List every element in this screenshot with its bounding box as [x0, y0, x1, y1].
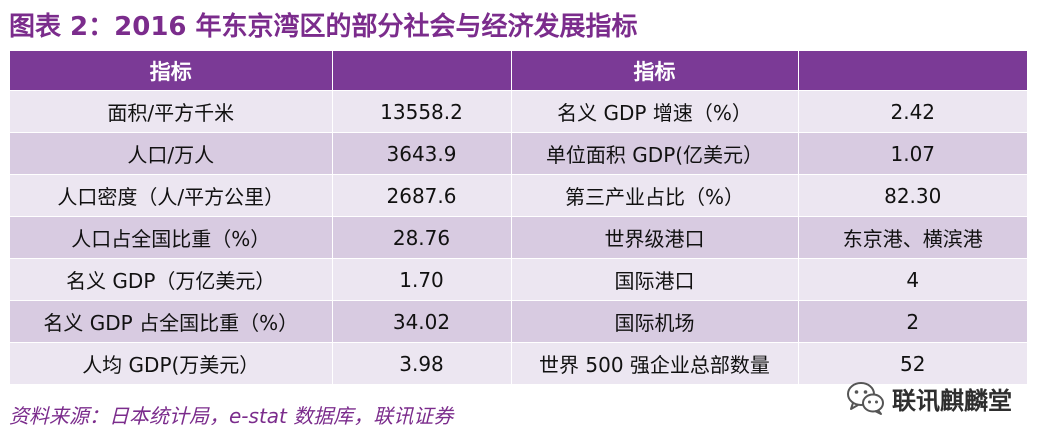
header-indicator-left: 指标 — [10, 51, 333, 91]
indicator-table: 指标 指标 面积/平方千米 13558.2 名义 GDP 增速（%） 2.42 … — [10, 51, 1027, 385]
value-cell: 2 — [798, 300, 1027, 343]
indicator-cell: 人口占全国比重（%） — [10, 216, 333, 259]
figure-title: 图表 2：2016 年东京湾区的部分社会与经济发展指标 — [9, 12, 638, 42]
indicator-cell: 名义 GDP 增速（%） — [511, 90, 799, 133]
table-row: 人口密度（人/平方公里） 2687.6 第三产业占比（%） 82.30 — [10, 174, 1027, 217]
value-cell: 34.02 — [332, 300, 512, 343]
indicator-cell: 世界级港口 — [511, 216, 799, 259]
value-cell: 1.07 — [798, 132, 1027, 175]
value-cell: 东京港、横滨港 — [798, 216, 1027, 259]
table-header-row: 指标 指标 — [10, 51, 1027, 91]
indicator-cell: 人均 GDP(万美元） — [10, 342, 333, 385]
indicator-cell: 国际港口 — [511, 258, 799, 301]
table-row: 名义 GDP（万亿美元） 1.70 国际港口 4 — [10, 258, 1027, 301]
wechat-icon — [847, 382, 884, 415]
value-cell: 28.76 — [332, 216, 512, 259]
value-cell: 1.70 — [332, 258, 512, 301]
table-row: 人口占全国比重（%） 28.76 世界级港口 东京港、横滨港 — [10, 216, 1027, 259]
value-cell: 2687.6 — [332, 174, 512, 217]
value-cell: 3.98 — [332, 342, 512, 385]
value-cell: 4 — [798, 258, 1027, 301]
source-note: 资料来源：日本统计局，e-stat 数据库，联讯证券 — [9, 404, 454, 428]
watermark-text: 联讯麒麟堂 — [892, 386, 1012, 415]
indicator-cell: 人口密度（人/平方公里） — [10, 174, 333, 217]
indicator-cell: 人口/万人 — [10, 132, 333, 175]
indicator-cell: 第三产业占比（%） — [511, 174, 799, 217]
indicator-cell: 名义 GDP 占全国比重（%） — [10, 300, 333, 343]
indicator-cell: 世界 500 强企业总部数量 — [511, 342, 799, 385]
value-cell: 2.42 — [798, 90, 1027, 133]
value-cell: 3643.9 — [332, 132, 512, 175]
table-row: 人均 GDP(万美元） 3.98 世界 500 强企业总部数量 52 — [10, 342, 1027, 385]
table-row: 面积/平方千米 13558.2 名义 GDP 增速（%） 2.42 — [10, 90, 1027, 133]
table-row: 名义 GDP 占全国比重（%） 34.02 国际机场 2 — [10, 300, 1027, 343]
value-cell: 13558.2 — [332, 90, 512, 133]
header-value-right — [798, 51, 1027, 91]
indicator-cell: 面积/平方千米 — [10, 90, 333, 133]
indicator-cell: 单位面积 GDP(亿美元） — [511, 132, 799, 175]
header-value-left — [332, 51, 512, 91]
value-cell: 52 — [798, 342, 1027, 385]
indicator-cell: 名义 GDP（万亿美元） — [10, 258, 333, 301]
value-cell: 82.30 — [798, 174, 1027, 217]
table-row: 人口/万人 3643.9 单位面积 GDP(亿美元） 1.07 — [10, 132, 1027, 175]
watermark: 联讯麒麟堂 — [846, 380, 1012, 416]
header-indicator-right: 指标 — [511, 51, 799, 91]
indicator-cell: 国际机场 — [511, 300, 799, 343]
